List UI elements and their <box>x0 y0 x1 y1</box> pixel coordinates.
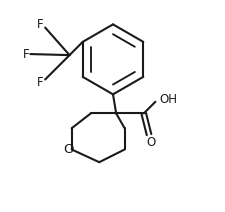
Text: O: O <box>146 136 155 149</box>
Text: F: F <box>36 18 43 31</box>
Text: F: F <box>36 76 43 89</box>
Text: OH: OH <box>159 93 177 106</box>
Text: O: O <box>63 143 73 156</box>
Text: F: F <box>23 47 29 61</box>
